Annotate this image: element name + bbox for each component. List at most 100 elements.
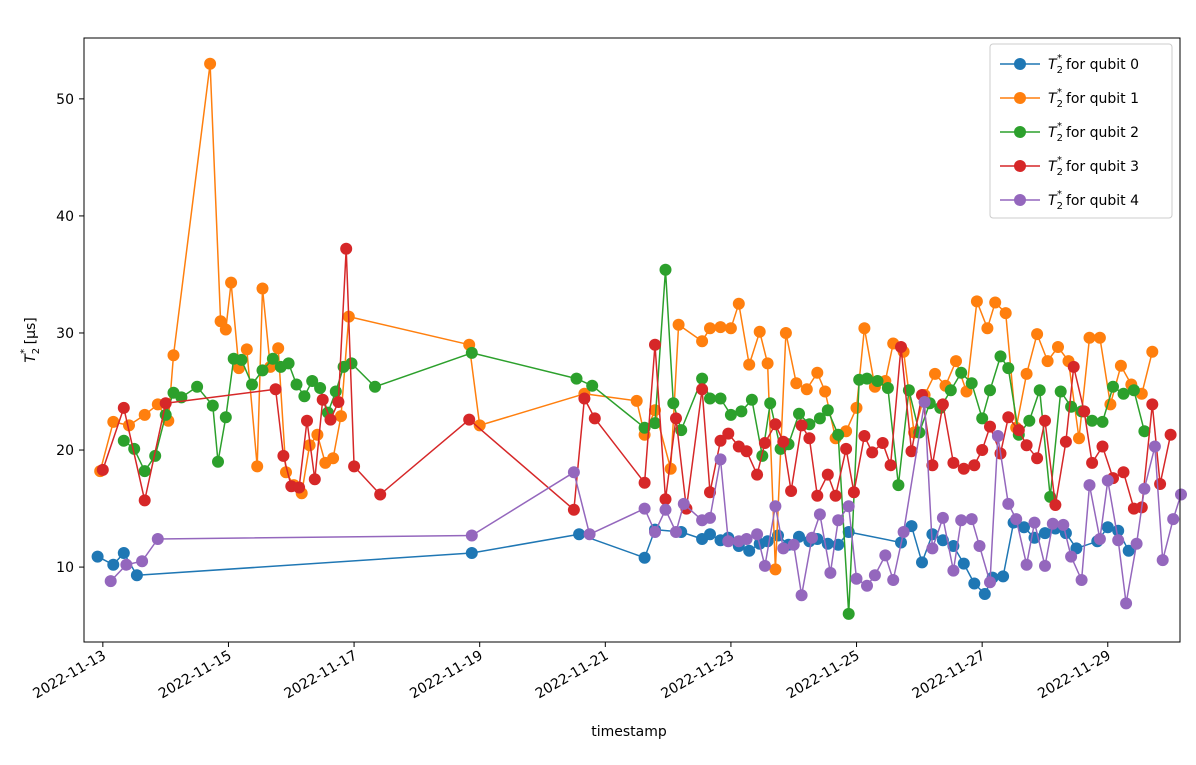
data-point-qubit-3-74 [1154,478,1167,490]
data-point-qubit-0-4 [465,547,478,559]
series-line-qubit-4 [110,401,1182,605]
data-point-qubit-4-39 [955,514,968,527]
data-point-qubit-0-5 [573,528,586,541]
data-point-qubit-1-33 [672,318,685,331]
data-point-qubit-1-21 [311,428,324,441]
data-point-qubit-3-32 [758,437,771,449]
data-point-qubit-2-31 [649,417,661,430]
legend-marker [1014,194,1026,206]
data-point-qubit-3-44 [866,446,879,459]
data-point-qubit-2-17 [282,357,295,370]
x-axis-label: timestamp [591,724,667,740]
data-point-qubit-4-60 [1148,440,1161,453]
data-point-qubit-0-35 [997,570,1010,583]
data-point-qubit-3-46 [884,459,897,472]
data-point-qubit-4-41 [973,540,986,552]
legend-entry-qubit-2: T2* for qubit 2 [1000,121,1139,144]
data-point-qubit-3-22 [659,493,672,506]
data-point-qubit-3-8 [301,414,313,427]
data-point-qubit-1-7 [204,57,217,70]
data-point-qubit-3-7 [293,481,306,494]
data-point-qubit-4-61 [1156,554,1169,567]
data-point-qubit-3-53 [957,462,970,475]
data-point-qubit-1-41 [761,357,774,370]
legend-label: T2* for qubit 0 [1048,53,1139,76]
data-point-qubit-4-6 [583,528,596,541]
data-point-qubit-3-55 [976,444,989,456]
data-point-qubit-4-33 [887,574,900,586]
y-tick-label: 40 [56,209,74,225]
data-point-qubit-0-44 [1101,521,1114,534]
data-point-qubit-4-10 [670,526,682,538]
data-point-qubit-2-74 [1086,414,1099,427]
data-point-qubit-4-13 [704,511,716,524]
data-point-qubit-1-44 [790,377,803,390]
data-point-qubit-2-14 [256,364,269,377]
data-point-qubit-4-53 [1083,479,1096,492]
data-point-qubit-3-40 [829,489,842,502]
data-point-qubit-2-38 [724,408,737,421]
series-qubit-3 [96,242,1177,516]
data-point-qubit-4-18 [751,528,764,541]
data-point-qubit-4-63 [1175,488,1187,501]
data-point-qubit-3-37 [803,432,816,445]
data-point-qubit-4-57 [1120,597,1133,610]
data-point-qubit-3-0 [96,463,109,476]
data-point-qubit-2-52 [861,372,873,385]
data-point-qubit-4-1 [120,558,133,571]
data-point-qubit-3-65 [1067,360,1080,373]
data-point-qubit-3-34 [777,435,790,448]
data-point-qubit-1-67 [1020,367,1033,380]
legend-label: T2* for qubit 3 [1048,155,1139,178]
y-tick-label: 50 [56,92,74,108]
data-point-qubit-3-20 [638,476,651,489]
data-point-qubit-4-45 [1010,513,1023,526]
data-point-qubit-2-68 [1023,414,1036,427]
data-point-qubit-4-44 [1002,497,1015,510]
data-point-qubit-4-43 [991,430,1004,442]
data-point-qubit-4-59 [1138,482,1151,495]
y-axis-label-sup: * [19,349,30,354]
data-point-qubit-3-12 [332,396,345,408]
y-axis-label-unit: [µs] [23,317,39,349]
data-point-qubit-2-18 [290,378,303,391]
data-point-qubit-1-9 [219,323,232,336]
data-point-qubit-0-28 [926,528,939,541]
data-point-qubit-4-42 [984,576,996,589]
data-point-qubit-2-21 [314,382,327,394]
data-point-qubit-2-45 [793,407,805,420]
data-point-qubit-2-42 [764,397,777,410]
data-point-qubit-2-26 [369,380,381,393]
data-point-qubit-1-6 [167,349,180,362]
data-point-qubit-2-76 [1107,380,1119,393]
data-point-qubit-1-12 [240,343,253,356]
data-point-qubit-4-49 [1046,517,1059,530]
data-point-qubit-2-55 [892,479,905,492]
data-point-qubit-2-54 [881,382,894,394]
data-point-qubit-3-5 [277,449,290,462]
data-point-qubit-0-22 [821,537,834,550]
data-point-qubit-3-26 [704,486,716,499]
data-point-qubit-1-1 [107,415,120,428]
data-point-qubit-4-24 [806,531,818,544]
data-point-qubit-2-30 [638,421,651,434]
data-point-qubit-4-8 [649,526,661,538]
data-point-qubit-4-50 [1057,518,1070,531]
data-point-qubit-3-23 [670,412,682,425]
y-axis-label-base: T [23,353,39,363]
data-point-qubit-1-36 [714,321,727,334]
data-point-qubit-2-37 [714,392,727,405]
data-point-qubit-4-32 [879,549,892,562]
data-point-qubit-2-36 [704,392,716,405]
data-point-qubit-4-11 [677,497,690,510]
data-point-qubit-1-31 [649,404,661,417]
data-point-qubit-2-63 [976,412,989,425]
data-point-qubit-2-0 [117,434,130,447]
data-point-qubit-2-75 [1096,415,1109,428]
legend-entry-qubit-4: T2* for qubit 4 [1000,189,1139,212]
data-point-qubit-4-7 [638,502,651,515]
data-point-qubit-3-28 [722,427,735,440]
data-point-qubit-2-47 [813,412,826,425]
data-point-qubit-3-15 [374,488,387,501]
data-point-qubit-3-11 [324,413,337,426]
